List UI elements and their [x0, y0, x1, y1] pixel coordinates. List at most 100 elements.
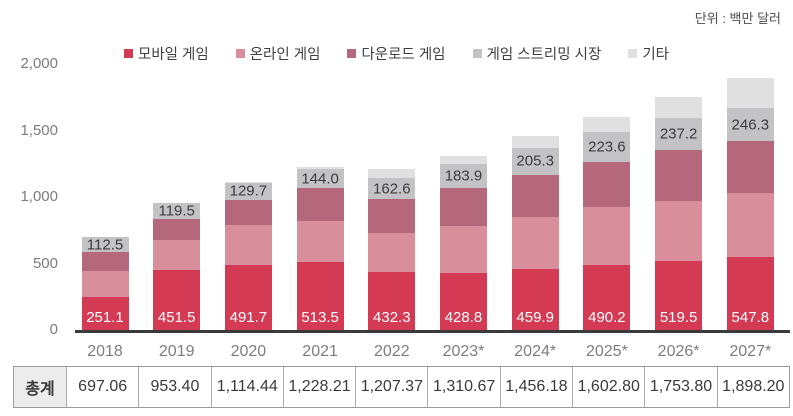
totals-value-cell: 1,898.20 [716, 367, 789, 407]
bar-segment [655, 149, 703, 202]
y-axis-tick-label: 500 [32, 254, 58, 272]
bar-segment: 183.9 [440, 163, 487, 189]
bar-segment [296, 188, 344, 221]
bar-value-label: 223.6 [588, 138, 626, 156]
bar-segment: 205.3 [511, 147, 559, 175]
bar-segment [583, 207, 631, 265]
stacked-bar: 119.5 451.5 [153, 202, 201, 330]
legend-marker-icon [123, 48, 133, 58]
bar-segment: 513.5 [296, 261, 344, 330]
legend-label: 다운로드 게임 [361, 46, 446, 63]
bar-segment [440, 225, 487, 273]
legend-label: 기타 [642, 46, 669, 63]
legend-item: 기타 [628, 43, 669, 64]
bar-segment [224, 181, 272, 183]
bar-value-label: 119.5 [158, 202, 195, 220]
bar-value-label: 519.5 [659, 308, 698, 326]
bar-segment [655, 96, 703, 119]
totals-value-cell: 1,114.44 [210, 367, 283, 407]
bar-segment: 459.9 [511, 268, 559, 330]
y-axis-tick-label: 0 [49, 321, 58, 338]
bar-segment: 519.5 [655, 260, 703, 330]
stacked-bar: 183.9 428.8 [440, 155, 487, 330]
bar-segment: 491.7 [224, 264, 272, 330]
stacked-bar: 237.2 519.5 [655, 96, 703, 330]
bar-value-label: 112.5 [86, 236, 124, 254]
bar-value-label: 432.3 [373, 308, 411, 326]
bar-value-label: 491.7 [229, 308, 268, 326]
unit-label: 단위 : 백만 달러 [694, 11, 781, 26]
bar-segment [655, 201, 703, 261]
totals-value-cell: 1,753.80 [644, 367, 716, 407]
x-axis-tick-label: 2018 [87, 343, 123, 360]
legend-item: 모바일 게임 [123, 43, 209, 64]
bar-segment [368, 199, 416, 234]
totals-value-cell: 953.40 [138, 367, 210, 407]
bar-segment [224, 200, 272, 225]
x-axis-tick-label: 2027* [729, 343, 772, 360]
bar-segment: 251.1 [81, 296, 129, 330]
bar-segment [511, 174, 559, 217]
bar-value-label: 237.2 [659, 125, 698, 143]
bar-segment: 490.2 [583, 264, 631, 330]
x-axis-tick-label: 2025* [585, 343, 628, 360]
bar-segment: 223.6 [583, 131, 631, 162]
stacked-bar: 144.0 513.5 [296, 166, 344, 330]
bar-value-label: 513.5 [301, 308, 339, 326]
bar-value-label: 459.9 [516, 308, 554, 326]
legend: 모바일 게임 온라인 게임 다운로드 게임 게임 스트리밍 시장 기타 [0, 43, 793, 64]
bar-segment: 119.5 [153, 202, 201, 220]
stacked-bar: 129.7 491.7 [224, 181, 272, 330]
legend-label: 모바일 게임 [137, 46, 209, 63]
legend-label: 게임 스트리밍 시장 [486, 46, 602, 63]
bar-segment [583, 116, 631, 132]
bar-value-label: 183.9 [444, 167, 483, 185]
totals-value-cell: 1,310.67 [427, 367, 499, 407]
stacked-bar: 112.5 251.1 [81, 236, 129, 330]
bar-value-label: 428.8 [444, 308, 483, 326]
y-axis-tick-label: 1,500 [20, 121, 58, 139]
bar-value-label: 451.5 [157, 308, 196, 326]
bar-segment: 451.5 [153, 269, 201, 330]
legend-marker-icon [347, 48, 357, 58]
bar-segment [368, 169, 416, 178]
bar-segment: 144.0 [296, 168, 344, 189]
bar-segment [583, 161, 631, 208]
x-axis-line [75, 330, 790, 333]
bar-value-label: 547.8 [731, 308, 770, 326]
totals-header-cell: 총계 [14, 367, 66, 407]
bar-value-label: 490.2 [588, 308, 626, 326]
bar-segment [153, 219, 201, 240]
legend-label: 온라인 게임 [249, 46, 321, 63]
bar-value-label: 162.6 [373, 180, 411, 198]
bar-segment [726, 141, 774, 194]
bar-segment: 428.8 [440, 272, 487, 330]
bar-segment [296, 220, 344, 262]
legend-item: 온라인 게임 [235, 43, 321, 64]
bar-segment: 432.3 [368, 272, 416, 330]
totals-value-cell: 1,228.21 [282, 367, 355, 407]
bar-segment [726, 193, 774, 258]
bar-value-label: 205.3 [516, 152, 554, 170]
bar-segment: 237.2 [655, 118, 703, 150]
y-axis-tick-label: 1,000 [20, 188, 58, 205]
stacked-bar: 223.6 490.2 [583, 116, 631, 330]
bar-segment [224, 224, 272, 265]
bar-segment [368, 233, 416, 273]
bar-segment [153, 239, 201, 270]
bar-segment [440, 188, 487, 226]
totals-value-cell: 697.06 [66, 367, 138, 407]
stacked-bar: 246.3 547.8 [726, 77, 774, 330]
bar-segment: 129.7 [224, 182, 272, 201]
x-axis-tick-label: 2019 [158, 343, 195, 360]
stacked-bar: 205.3 459.9 [511, 136, 559, 330]
legend-item: 다운로드 게임 [347, 43, 446, 64]
x-axis-tick-label: 2020 [230, 343, 267, 360]
x-axis-tick-label: 2024* [514, 343, 557, 360]
bar-segment: 112.5 [81, 236, 129, 254]
bar-value-label: 129.7 [229, 182, 268, 200]
bar-segment [440, 155, 487, 164]
bar-value-label: 246.3 [731, 116, 770, 134]
bar-segment: 162.6 [368, 177, 416, 200]
